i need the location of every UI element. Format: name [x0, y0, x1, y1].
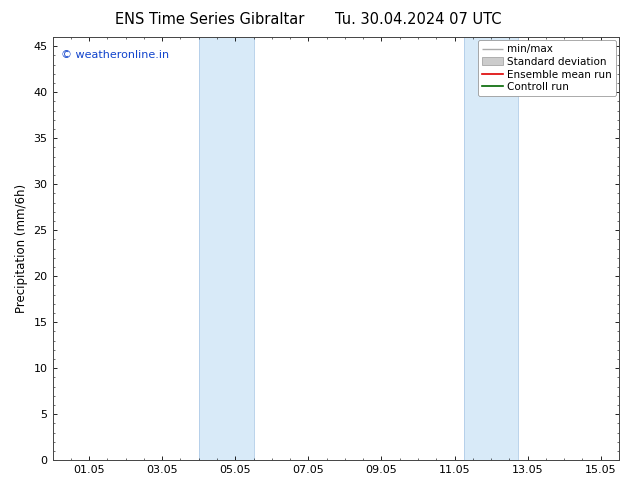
Bar	[198, 37, 254, 460]
Text: © weatheronline.in: © weatheronline.in	[61, 50, 169, 60]
Y-axis label: Precipitation (mm/6h): Precipitation (mm/6h)	[15, 184, 28, 313]
Text: ENS Time Series Gibraltar: ENS Time Series Gibraltar	[115, 12, 304, 27]
Legend: min/max, Standard deviation, Ensemble mean run, Controll run: min/max, Standard deviation, Ensemble me…	[478, 40, 616, 97]
Bar	[463, 37, 519, 460]
Text: Tu. 30.04.2024 07 UTC: Tu. 30.04.2024 07 UTC	[335, 12, 501, 27]
